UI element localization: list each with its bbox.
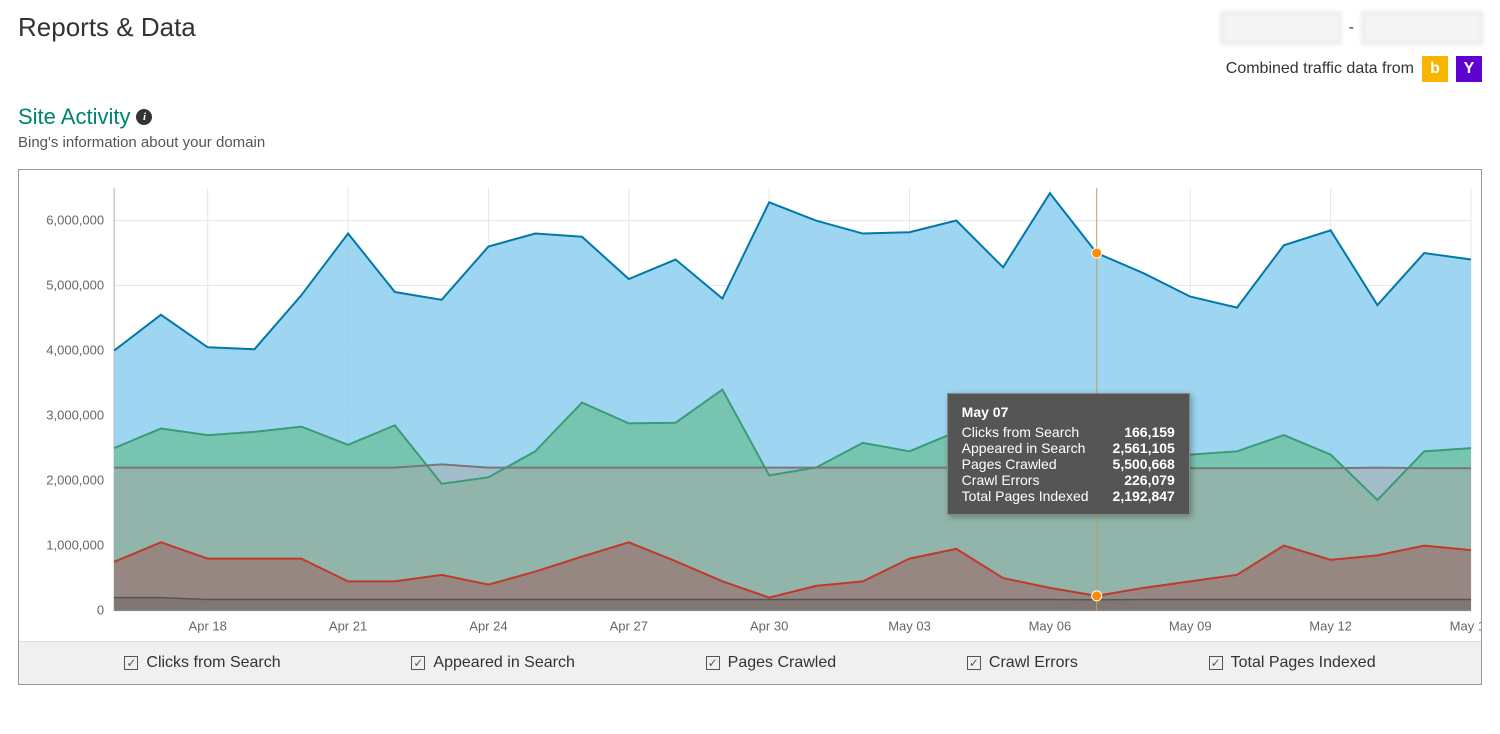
tooltip-row: Clicks from Search166,159 (962, 424, 1175, 440)
svg-text:3,000,000: 3,000,000 (46, 408, 104, 423)
legend-checkbox-icon[interactable]: ✓ (124, 656, 138, 670)
svg-text:0: 0 (97, 603, 104, 618)
svg-text:May 03: May 03 (888, 619, 931, 634)
tooltip-row: Appeared in Search2,561,105 (962, 440, 1175, 456)
yahoo-icon: Y (1456, 56, 1482, 82)
date-from-input[interactable] (1221, 12, 1341, 44)
traffic-note-text: Combined traffic data from (1226, 60, 1414, 78)
tooltip-date: May 07 (962, 404, 1175, 420)
svg-text:Apr 21: Apr 21 (329, 619, 367, 634)
date-to-input[interactable] (1362, 12, 1482, 44)
section-subtitle: Bing's information about your domain (18, 134, 1482, 151)
legend-label: Total Pages Indexed (1231, 654, 1376, 672)
svg-text:May 06: May 06 (1029, 619, 1072, 634)
svg-text:Apr 18: Apr 18 (189, 619, 227, 634)
chart-legend: ✓ Clicks from Search ✓ Appeared in Search ✓ P… (19, 641, 1481, 684)
legend-item[interactable]: ✓ Clicks from Search (124, 654, 280, 672)
svg-text:2,000,000: 2,000,000 (46, 473, 104, 488)
legend-label: Pages Crawled (728, 654, 837, 672)
legend-checkbox-icon[interactable]: ✓ (411, 656, 425, 670)
traffic-data-note: Combined traffic data from b Y (18, 56, 1482, 82)
svg-text:6,000,000: 6,000,000 (46, 213, 104, 228)
svg-text:May 12: May 12 (1309, 619, 1352, 634)
legend-checkbox-icon[interactable]: ✓ (706, 656, 720, 670)
site-activity-chart[interactable]: 0 1,000,000 2,000,000 3,000,000 4,000,000 5,0… (18, 169, 1482, 685)
svg-text:1,000,000: 1,000,000 (46, 538, 104, 553)
legend-checkbox-icon[interactable]: ✓ (1209, 656, 1223, 670)
svg-text:5,000,000: 5,000,000 (46, 278, 104, 293)
legend-label: Crawl Errors (989, 654, 1078, 672)
legend-checkbox-icon[interactable]: ✓ (967, 656, 981, 670)
legend-label: Appeared in Search (433, 654, 574, 672)
legend-item[interactable]: ✓ Total Pages Indexed (1209, 654, 1376, 672)
date-range-selector: - (1221, 12, 1482, 44)
svg-text:May 15: May 15 (1450, 619, 1481, 634)
svg-text:Apr 24: Apr 24 (469, 619, 507, 634)
legend-item[interactable]: ✓ Pages Crawled (706, 654, 837, 672)
chart-tooltip: May 07 Clicks from Search166,159Appeared… (947, 393, 1190, 515)
svg-text:4,000,000: 4,000,000 (46, 343, 104, 358)
info-icon[interactable]: i (136, 109, 152, 125)
legend-item[interactable]: ✓ Crawl Errors (967, 654, 1078, 672)
date-range-separator: - (1349, 19, 1354, 37)
svg-text:May 09: May 09 (1169, 619, 1212, 634)
section-title: Site Activity (18, 104, 130, 130)
tooltip-row: Pages Crawled5,500,668 (962, 456, 1175, 472)
chart-canvas[interactable]: 0 1,000,000 2,000,000 3,000,000 4,000,000 5,0… (19, 170, 1481, 641)
page-title: Reports & Data (18, 12, 196, 43)
svg-text:Apr 27: Apr 27 (610, 619, 648, 634)
bing-icon: b (1422, 56, 1448, 82)
tooltip-row: Crawl Errors226,079 (962, 472, 1175, 488)
legend-label: Clicks from Search (146, 654, 280, 672)
legend-item[interactable]: ✓ Appeared in Search (411, 654, 574, 672)
tooltip-row: Total Pages Indexed2,192,847 (962, 488, 1175, 504)
svg-text:Apr 30: Apr 30 (750, 619, 788, 634)
